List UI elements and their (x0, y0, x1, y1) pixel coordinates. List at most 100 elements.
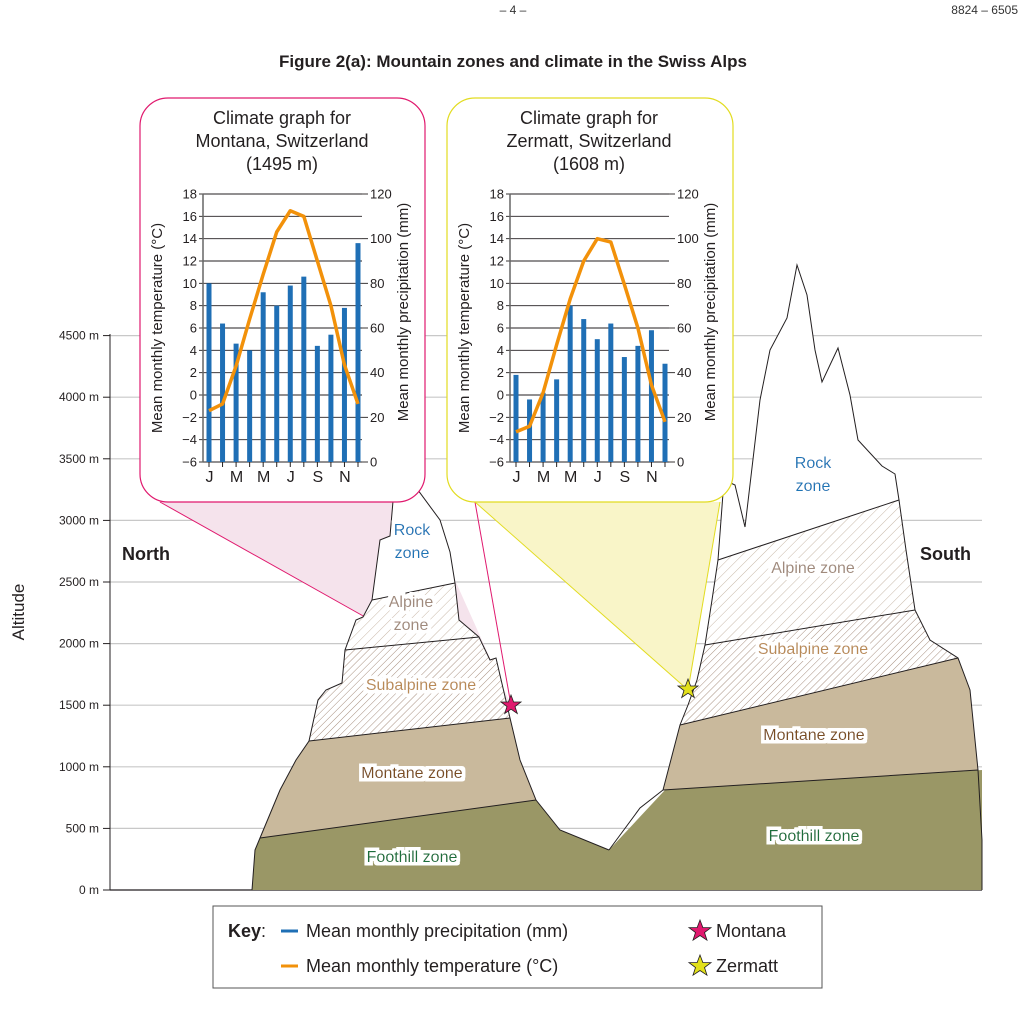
temperature-tick-label: 8 (190, 298, 197, 313)
zermatt-callout-edge (474, 501, 689, 691)
precipitation-bar (287, 285, 293, 462)
precipitation-tick-label: 80 (677, 276, 691, 291)
temperature-tick-label: 4 (190, 343, 197, 358)
temperature-tick-label: −4 (182, 432, 197, 447)
montana-callout-edge (159, 501, 366, 618)
svg-text:Key:: Key: (228, 921, 266, 941)
precipitation-tick-label: 0 (677, 455, 684, 470)
zermatt-callout-wedge (475, 502, 720, 690)
precipitation-tick-label: 60 (677, 321, 691, 336)
precipitation-legend-label: Mean monthly precipitation (mm) (306, 921, 568, 941)
precipitation-tick-label: 80 (370, 276, 384, 291)
month-tick-label: N (339, 469, 351, 486)
temperature-tick-label: 10 (183, 276, 197, 291)
month-tick-label: J (513, 469, 521, 486)
precipitation-tick-label: 20 (370, 410, 384, 425)
altitude-tick-label: 1000 m (59, 760, 99, 774)
temperature-legend-label: Mean monthly temperature (°C) (306, 956, 558, 976)
temperature-tick-label: 10 (490, 276, 504, 291)
north-rock-zone-label: zone (395, 545, 430, 562)
precipitation-bar (527, 399, 533, 462)
north-mountain-outline (251, 472, 610, 891)
altitude-axis-label: Altitude (9, 584, 28, 641)
precipitation-bar (220, 323, 226, 462)
climate-graph-title: Climate graph for (520, 108, 658, 128)
south-mountain (608, 263, 983, 890)
precipitation-bar (341, 307, 347, 462)
precipitation-bar (260, 292, 266, 462)
north-mountain (251, 472, 982, 891)
precipitation-bar (567, 305, 573, 462)
precipitation-bar (301, 276, 307, 462)
precipitation-bar (206, 283, 212, 462)
precipitation-tick-label: 100 (677, 231, 699, 246)
south-montane-zone (663, 658, 978, 790)
precipitation-bar (314, 345, 320, 462)
zermatt-legend-label: Zermatt (716, 956, 778, 976)
precipitation-tick-label: 20 (677, 410, 691, 425)
precipitation-bar (581, 319, 587, 462)
precipitation-bar (355, 243, 361, 462)
montana-star-icon (499, 693, 523, 715)
altitude-tick-label: 1500 m (59, 698, 99, 712)
temperature-tick-label: 14 (183, 231, 197, 246)
montana-legend-label: Montana (716, 921, 787, 941)
month-tick-label: J (206, 469, 214, 486)
precipitation-tick-label: 100 (370, 231, 392, 246)
precipitation-bar (648, 330, 654, 462)
precipitation-tick-label: 40 (677, 365, 691, 380)
south-montane-zone-label: Montane zone (763, 727, 865, 744)
temperature-tick-label: 12 (183, 254, 197, 269)
temperature-tick-label: 0 (190, 388, 197, 403)
precipitation-bar (513, 374, 519, 462)
month-tick-label: J (594, 469, 602, 486)
altitude-tick-label: 0 m (79, 883, 99, 897)
key-legend: Key: Mean monthly precipitation (mm) Mea… (212, 905, 823, 989)
precipitation-bar (594, 339, 600, 462)
temperature-tick-label: 12 (490, 254, 504, 269)
climate-graph-title: Climate graph for (213, 108, 351, 128)
precipitation-bar (233, 343, 239, 462)
south-subalpine-zone-label: Subalpine zone (758, 641, 868, 658)
south-rock-zone (718, 265, 899, 560)
altitude-tick-labels: 0 m 500 m 1000 m 1500 m 2000 m 2500 m 3000 m 35… (59, 329, 99, 897)
south-subalpine-zone (680, 610, 958, 725)
north-foothill-zone (252, 770, 982, 890)
temperature-tick-label: 6 (190, 321, 197, 336)
temperature-tick-label: 2 (190, 365, 197, 380)
montana-callout-edge (474, 501, 512, 706)
temperature-tick-label: −6 (489, 455, 504, 470)
altitude-tick-label: 2500 m (59, 575, 99, 589)
north-alpine-zone-label: zone (394, 617, 429, 634)
precipitation-tick-label: 60 (370, 321, 384, 336)
precipitation-bar (540, 392, 546, 462)
south-foothill-zone-label: Foothill zone (769, 828, 860, 845)
precipitation-bar (274, 305, 280, 462)
month-tick-label: M (230, 469, 243, 486)
climate-graph-title: Zermatt, Switzerland (506, 131, 671, 151)
south-alpine-zone (705, 500, 915, 645)
precipitation-axis-label: Mean monthly precipitation (mm) (702, 203, 719, 421)
month-tick-label: N (646, 469, 658, 486)
temperature-line (515, 236, 667, 434)
climate-graph-title: Montana, Switzerland (195, 131, 368, 151)
temperature-tick-label: 0 (497, 388, 504, 403)
south-mountain-outline (608, 263, 983, 890)
north-foothill-zone-label: Foothill zone (367, 849, 458, 866)
montana-climate-graph: Climate graph for Montana, Switzerland (14… (139, 97, 426, 503)
north-alpine-zone-label: Alpine (389, 594, 434, 611)
altitude-tick-label: 3500 m (59, 452, 99, 466)
north-subalpine-zone-label: Subalpine zone (366, 677, 476, 694)
north-rock-zone-label: Rock (394, 522, 431, 539)
temperature-tick-label: 6 (497, 321, 504, 336)
precipitation-bar (635, 345, 641, 462)
zermatt-star-icon (676, 677, 700, 699)
climate-graph-title: (1495 m) (246, 154, 318, 174)
temperature-tick-label: 18 (490, 187, 504, 202)
zermatt-legend-star-icon (687, 953, 713, 977)
page-number: – 4 – (499, 3, 527, 17)
temperature-tick-label: −4 (489, 432, 504, 447)
south-alpine-zone-label: Alpine zone (771, 560, 855, 577)
month-tick-label: M (564, 469, 577, 486)
